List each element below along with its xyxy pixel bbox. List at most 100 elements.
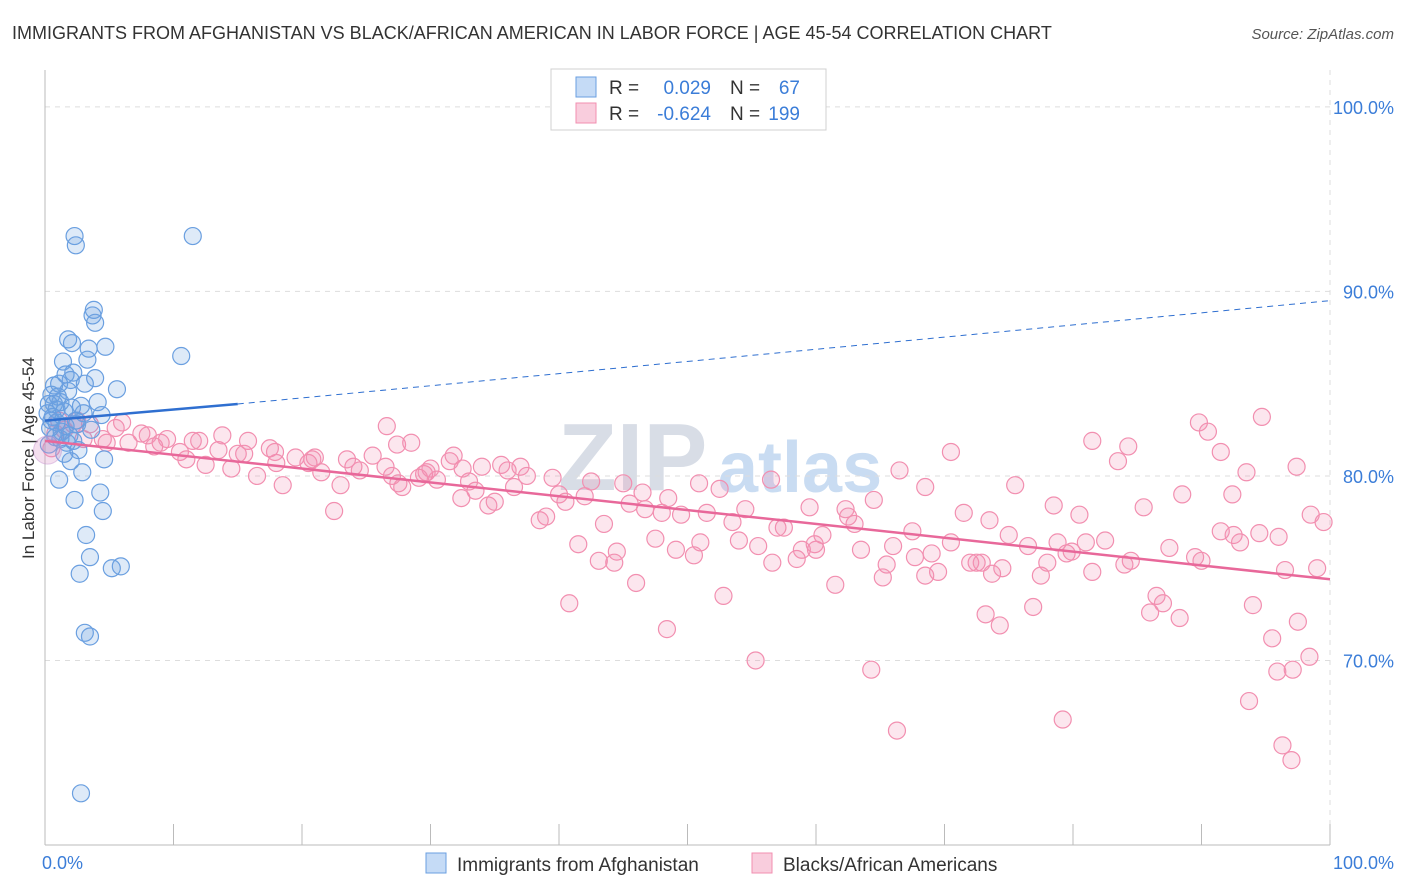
point-afghanistan-40 [61, 452, 80, 471]
point-black-139 [605, 553, 624, 572]
bottom-legend-swatch-blue [425, 852, 447, 874]
point-black-67 [903, 522, 922, 541]
point-black-171 [666, 540, 686, 559]
point-black-198 [887, 721, 907, 740]
point-black-95 [1263, 629, 1282, 648]
point-black-122 [922, 544, 941, 563]
bottom-legend: Immigrants from Afghanistan Blacks/Afric… [425, 852, 997, 876]
point-black-156 [1300, 647, 1319, 666]
point-black-11 [183, 431, 202, 450]
point-black-142 [746, 651, 765, 670]
point-black-108 [382, 466, 402, 486]
point-black-39 [543, 468, 562, 487]
point-black-85 [1134, 498, 1153, 517]
trend-line-black [44, 439, 1331, 581]
point-afghanistan-1 [66, 236, 85, 255]
point-black-70 [941, 533, 961, 552]
point-black-193 [1282, 751, 1301, 770]
point-afghanistan-39 [55, 444, 74, 463]
y-tick-label-80: 80.0% [1343, 467, 1394, 487]
point-black-121 [883, 536, 903, 556]
y-axis-label: In Labor Force | Age 45-54 [19, 357, 38, 559]
point-black-170 [714, 586, 733, 605]
stats-n-value-2: 199 [768, 104, 800, 125]
point-black-113 [575, 487, 594, 506]
point-black-149 [1083, 431, 1102, 450]
point-afghanistan-49 [102, 559, 121, 578]
point-black-43 [594, 514, 614, 534]
point-black-192 [1273, 736, 1292, 755]
point-black-88 [1173, 485, 1192, 504]
point-afghanistan-65 [88, 393, 107, 412]
point-black-194 [657, 620, 677, 639]
point-black-87 [1160, 538, 1179, 558]
point-black-41 [569, 535, 588, 554]
point-black-25 [363, 446, 382, 465]
point-black-150 [1189, 413, 1209, 432]
point-black-63 [851, 540, 871, 559]
point-black-195 [1140, 603, 1160, 622]
point-afghanistan-50 [111, 557, 130, 576]
point-afghanistan-43 [50, 470, 69, 489]
point-black-145 [916, 566, 935, 585]
trend-line-afghanistan-dashed [237, 300, 1331, 405]
point-black-16 [247, 466, 267, 486]
point-black-186 [138, 426, 157, 445]
point-afghanistan-46 [93, 501, 112, 521]
point-black-151 [1223, 485, 1242, 504]
point-black-152 [1252, 407, 1271, 427]
point-black-196 [1170, 608, 1189, 628]
bottom-legend-swatch-pink [751, 852, 773, 874]
point-afghanistan-2 [183, 226, 202, 246]
point-afghanistan-5 [86, 313, 105, 332]
point-black-37 [517, 466, 536, 486]
point-black-57 [774, 518, 793, 537]
point-afghanistan-42 [73, 463, 92, 482]
point-black-53 [723, 512, 742, 532]
point-black-166 [873, 568, 892, 587]
point-black-78 [1044, 496, 1063, 515]
chart-source: Source: ZipAtlas.com [1251, 26, 1394, 43]
watermark-atlas: atlas [718, 428, 882, 508]
point-black-136 [444, 446, 463, 465]
y-tick-label-90: 90.0% [1343, 282, 1394, 302]
point-black-182 [265, 442, 285, 462]
point-black-97 [1288, 612, 1307, 631]
point-black-161 [1024, 597, 1043, 617]
point-black-124 [999, 525, 1018, 545]
point-black-147 [990, 616, 1009, 635]
point-black-134 [387, 435, 407, 454]
point-black-131 [1269, 527, 1288, 546]
stats-n-label-2: N = [730, 104, 760, 125]
point-black-197 [1243, 596, 1263, 615]
point-afghanistan-13 [64, 363, 83, 382]
stats-n-label-1: N = [730, 78, 760, 99]
point-afghanistan-55 [172, 346, 191, 366]
point-black-178 [417, 463, 436, 482]
point-black-191 [1053, 710, 1072, 729]
watermark-zip: ZIP [558, 404, 707, 511]
bottom-legend-label-afghanistan: Immigrants from Afghanistan [457, 855, 699, 876]
point-black-93 [1237, 463, 1256, 482]
trend-line-afghanistan [44, 402, 238, 422]
point-black-169 [763, 553, 782, 572]
stats-legend-box [550, 68, 827, 131]
series-blacks-african-americans [42, 407, 1333, 770]
point-black-128 [1153, 594, 1173, 613]
point-afghanistan-47 [77, 525, 96, 545]
stats-legend-swatch-blue [575, 76, 597, 98]
y-tick-label-100: 100.0% [1333, 98, 1394, 118]
point-black-181 [303, 450, 322, 469]
point-black-55 [749, 536, 768, 556]
point-black-68 [916, 477, 935, 497]
point-afghanistan-7 [62, 333, 82, 353]
y-tick-labels: 70.0% 80.0% 90.0% 100.0% [1333, 98, 1394, 672]
point-afghanistan-11 [78, 350, 97, 369]
point-afghanistan-0 [65, 226, 84, 246]
point-black-106 [305, 448, 324, 467]
point-black-153 [1283, 660, 1302, 679]
point-black-86 [1147, 586, 1166, 605]
point-afghanistan-9 [96, 337, 115, 356]
stats-r-value-2: -0.624 [657, 104, 711, 125]
point-black-47 [646, 529, 665, 548]
